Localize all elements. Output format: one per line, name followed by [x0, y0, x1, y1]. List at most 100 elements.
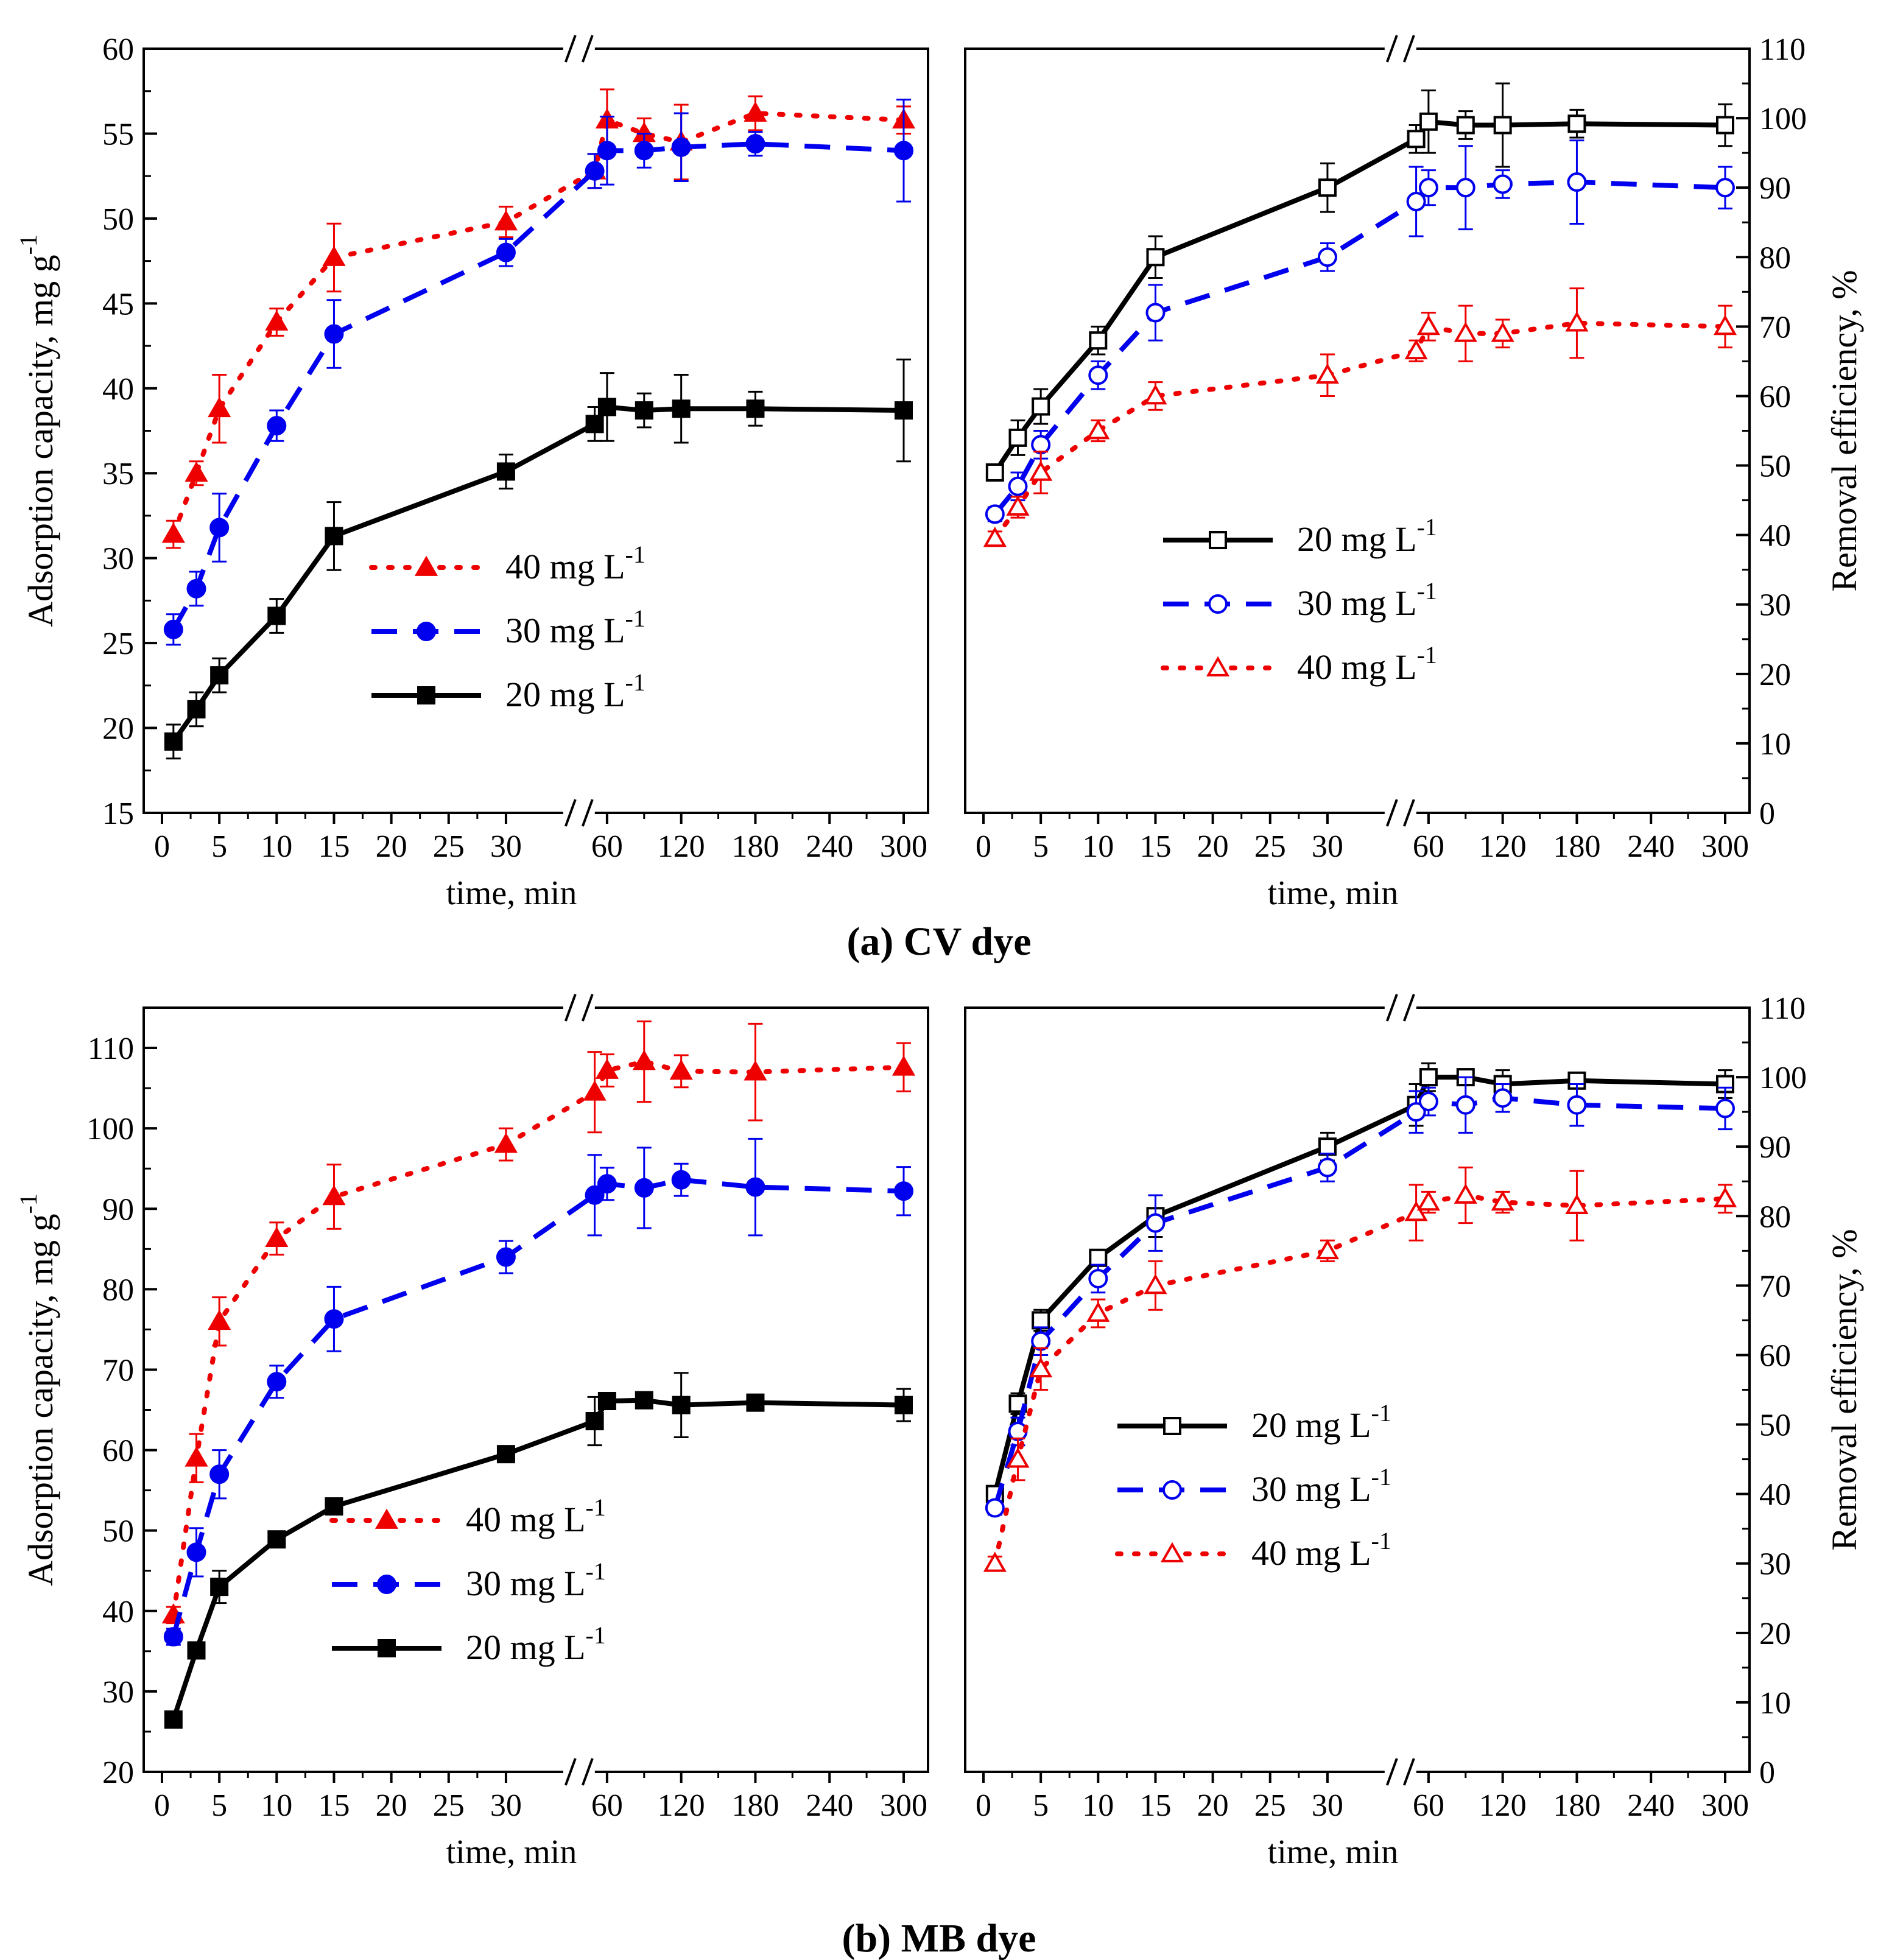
y-tick-label: 30 — [102, 542, 134, 577]
legend-label-text: 20 mg L — [505, 675, 625, 714]
data-point — [894, 1181, 913, 1201]
legend-marker — [1209, 531, 1227, 549]
y-tick-label: 10 — [1759, 1686, 1791, 1721]
data-point — [1454, 1183, 1477, 1204]
data-point — [1715, 178, 1735, 198]
data-point — [1715, 1098, 1735, 1119]
series-line — [171, 110, 906, 537]
series-line — [992, 1095, 1726, 1509]
legend: 20 mg L-130 mg L-140 mg L-1 — [1161, 513, 1437, 687]
series-line — [171, 1059, 906, 1618]
y-tick-label: 20 — [102, 1755, 134, 1790]
data-point — [496, 1247, 516, 1267]
series-40-mg-l-1 — [161, 88, 916, 549]
series-line — [171, 1397, 904, 1721]
axis-break-mark — [581, 1758, 594, 1786]
axis-break-mark — [581, 994, 594, 1022]
legend-label: 20 mg L-1 — [505, 669, 645, 714]
legend-marker — [1160, 1542, 1184, 1562]
legend-label-superscript: -1 — [1371, 1463, 1391, 1491]
y-tick-label: 50 — [1759, 449, 1791, 484]
legend: 40 mg L-130 mg L-120 mg L-1 — [369, 541, 645, 714]
data-point — [1144, 384, 1167, 405]
data-point — [1086, 1301, 1110, 1322]
x-tick-label: 180 — [731, 829, 779, 864]
y-tick-label: 0 — [1759, 796, 1775, 831]
data-point — [1713, 315, 1737, 335]
data-point — [985, 463, 1004, 482]
x-tick-label: 180 — [1553, 829, 1600, 864]
x-tick-label: 120 — [658, 829, 705, 864]
y-tick-label: 60 — [102, 1434, 134, 1469]
x-tick-label: 25 — [433, 829, 465, 864]
y-tick-label: 80 — [1759, 1200, 1791, 1234]
axis-break-mark — [1402, 799, 1415, 827]
y-tick-label: 110 — [88, 1031, 134, 1066]
y-tick-label: 110 — [1759, 991, 1806, 1026]
x-tick-label: 60 — [591, 1788, 623, 1823]
caption-cv-dye: (a) CV dye — [846, 919, 1031, 964]
data-point — [985, 1498, 1005, 1518]
x-tick-label: 20 — [1197, 1788, 1229, 1823]
y-tick-label: 50 — [102, 202, 134, 237]
series-20-mg-l-1 — [985, 82, 1734, 482]
data-point — [265, 310, 289, 331]
axis-break-mark — [564, 1758, 577, 1786]
data-point — [1145, 1213, 1166, 1233]
axis-break-mark — [564, 35, 577, 63]
axis-break-bottom-mask — [1384, 1767, 1416, 1777]
data-point — [585, 161, 605, 181]
chart-mb_removal: 0 10 20 30 40 50 60 70 80 90 100 110 0 5 10 15 20 25 30 60 1… — [964, 991, 1864, 1871]
chart-cv_removal: 0 10 20 30 40 50 60 70 80 90 100 110 0 5 10 15 20 25 30 60 1… — [964, 32, 1864, 912]
data-point — [635, 1391, 653, 1410]
data-point — [894, 141, 913, 161]
legend-label-superscript: -1 — [625, 669, 645, 696]
y-tick-label: 40 — [1759, 519, 1791, 553]
data-point — [1088, 1268, 1108, 1288]
legend-marker — [1206, 656, 1230, 676]
legend-label-text: 30 mg L — [505, 611, 625, 650]
data-point — [1315, 363, 1339, 384]
data-point — [267, 1530, 286, 1549]
legend-label: 20 mg L-1 — [466, 1621, 606, 1667]
data-point — [161, 522, 185, 543]
y-tick-label: 60 — [1759, 1338, 1791, 1373]
legend-label: 30 mg L-1 — [1251, 1463, 1391, 1509]
axis-break-top-mask — [1384, 44, 1416, 54]
y-tick-label: 70 — [1759, 310, 1791, 345]
plot-frame — [142, 1006, 929, 1773]
x-tick-label: 300 — [880, 829, 927, 864]
data-point — [208, 1309, 231, 1330]
data-point — [746, 399, 765, 418]
data-point — [1318, 178, 1337, 197]
y-axis-label: Removal efficiency, % — [1824, 270, 1864, 591]
data-point — [496, 462, 515, 481]
series-30-mg-l-1 — [163, 99, 913, 646]
legend-label-text: 20 mg L — [1297, 519, 1417, 559]
data-point — [1567, 114, 1586, 133]
legend-label: 40 mg L-1 — [1251, 1527, 1391, 1573]
legend-label: 20 mg L-1 — [1297, 513, 1437, 559]
data-point — [1493, 116, 1512, 135]
x-tick-label: 240 — [806, 1788, 853, 1823]
data-point — [1716, 116, 1734, 135]
legend-label-superscript: -1 — [1417, 641, 1437, 669]
data-point — [1029, 1357, 1053, 1378]
x-tick-label: 5 — [1033, 829, 1049, 864]
legend-label-superscript: -1 — [1417, 513, 1437, 541]
x-tick-label: 120 — [658, 1788, 705, 1823]
legend-label: 30 mg L-1 — [466, 1558, 606, 1603]
x-tick-label: 240 — [1627, 829, 1675, 864]
x-tick-label: 0 — [976, 1788, 991, 1823]
legend-marker — [417, 622, 436, 641]
x-tick-label: 0 — [154, 829, 170, 864]
data-point — [1407, 130, 1426, 149]
y-tick-label: 20 — [102, 712, 134, 746]
data-point — [1008, 476, 1028, 496]
data-point — [324, 324, 344, 344]
data-point — [1089, 331, 1108, 350]
data-point — [265, 1226, 289, 1247]
x-tick-label: 10 — [261, 1788, 292, 1823]
x-tick-label: 25 — [1254, 829, 1286, 864]
x-tick-label: 5 — [1033, 1788, 1049, 1823]
